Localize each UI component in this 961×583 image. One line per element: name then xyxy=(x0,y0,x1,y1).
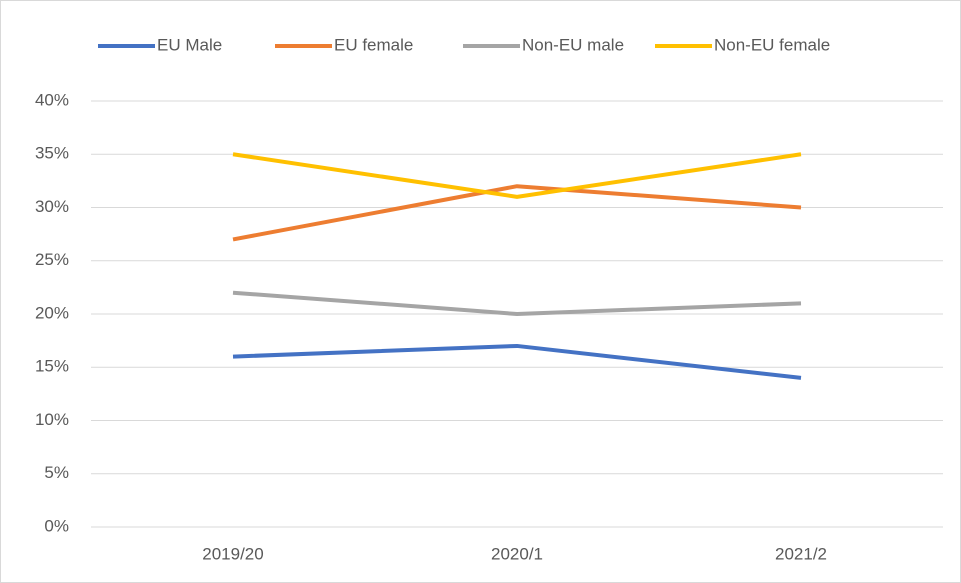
series-line xyxy=(232,152,802,199)
legend-label: EU Male xyxy=(157,35,222,54)
legend-label: Non-EU female xyxy=(714,35,830,54)
y-tick-label: 35% xyxy=(35,144,69,163)
y-tick-label: 40% xyxy=(35,90,69,109)
y-tick-label: 30% xyxy=(35,197,69,216)
series-line xyxy=(232,290,802,316)
legend-label: Non-EU male xyxy=(522,35,624,54)
series-line xyxy=(232,343,802,380)
legend-label: EU female xyxy=(334,35,413,54)
x-tick-label: 2021/2 xyxy=(775,544,827,563)
x-tick-label: 2019/20 xyxy=(202,544,263,563)
x-tick-label: 2020/1 xyxy=(491,544,543,563)
y-tick-label: 20% xyxy=(35,303,69,322)
series-line xyxy=(232,184,802,242)
y-tick-label: 10% xyxy=(35,410,69,429)
y-tick-label: 15% xyxy=(35,357,69,376)
y-tick-label: 0% xyxy=(44,516,69,535)
y-tick-label: 5% xyxy=(44,463,69,482)
y-tick-label: 25% xyxy=(35,250,69,269)
